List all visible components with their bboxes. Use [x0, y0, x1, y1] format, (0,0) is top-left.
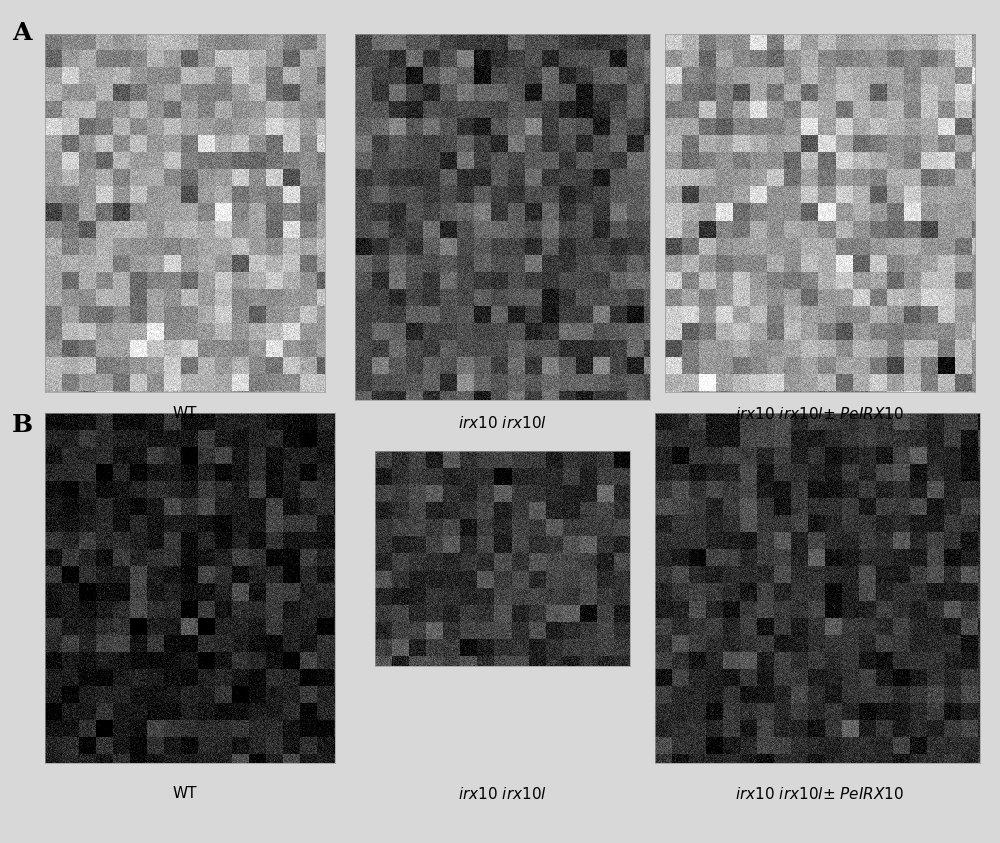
Text: $\mathit{irx10\ irx10l}$$\pm$$\mathit{\ PeIRX10}$: $\mathit{irx10\ irx10l}$$\pm$$\mathit{\ … [735, 406, 905, 422]
Text: WT: WT [173, 406, 197, 422]
Text: $\mathit{irx10\ irx10l}$: $\mathit{irx10\ irx10l}$ [458, 786, 546, 802]
Text: B: B [12, 413, 33, 437]
Text: $\mathit{irx10\ irx10l}$$\pm$$\mathit{\ PeIRX10}$: $\mathit{irx10\ irx10l}$$\pm$$\mathit{\ … [735, 786, 905, 802]
Text: $\mathit{irx10\ irx10l}$: $\mathit{irx10\ irx10l}$ [458, 415, 546, 431]
Text: A: A [12, 21, 32, 45]
Text: WT: WT [173, 786, 197, 801]
